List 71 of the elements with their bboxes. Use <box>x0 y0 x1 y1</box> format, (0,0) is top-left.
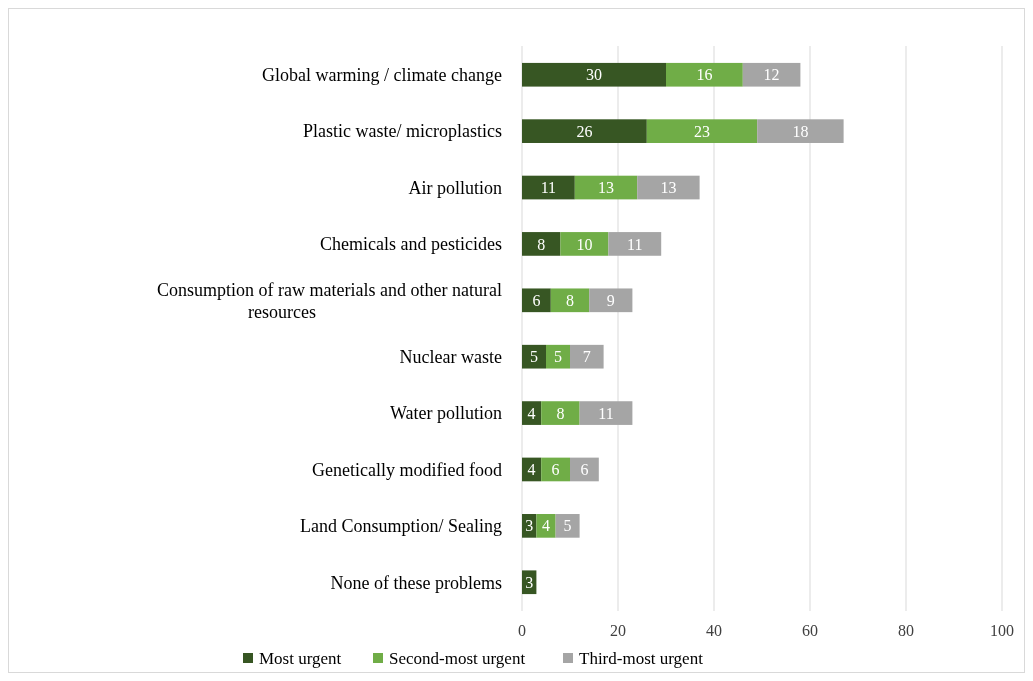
data-label: 8 <box>566 291 574 309</box>
y-tick-label: Genetically modified food <box>312 459 502 480</box>
data-label: 4 <box>527 461 536 479</box>
data-label: 7 <box>582 348 591 366</box>
data-label: 5 <box>530 348 538 366</box>
bar <box>522 119 647 143</box>
bar <box>522 288 551 313</box>
y-tick-label: Land Consumption/ Sealing <box>300 516 502 537</box>
data-label: 5 <box>563 517 572 535</box>
data-label: 4 <box>542 517 550 535</box>
data-label: 11 <box>540 179 557 197</box>
bar <box>522 175 575 200</box>
bar <box>574 175 638 200</box>
bar <box>757 119 844 143</box>
y-tick-label: None of these problems <box>330 572 502 593</box>
x-tick-label: 0 <box>518 621 526 639</box>
bar <box>541 457 570 482</box>
bar <box>522 62 666 87</box>
bar <box>742 62 801 87</box>
bar <box>560 232 609 256</box>
bar <box>570 344 604 369</box>
data-label: 6 <box>551 461 560 479</box>
data-label: 6 <box>580 461 589 479</box>
y-tick-label: Plastic waste/ microplastics <box>303 121 502 142</box>
data-label: 8 <box>556 404 565 422</box>
bar <box>546 344 570 369</box>
data-label: 3 <box>525 573 534 591</box>
data-label: 11 <box>627 235 643 253</box>
x-tick-label: 100 <box>990 621 1014 639</box>
data-label: 4 <box>527 404 536 422</box>
data-label: 8 <box>537 235 546 253</box>
bar <box>536 514 556 538</box>
y-tick-label: Global warming / climate change <box>262 65 502 86</box>
data-label: 18 <box>792 122 809 140</box>
x-tick-label: 80 <box>898 621 914 639</box>
bar <box>570 457 599 482</box>
legend-label: Second-most urgent <box>389 648 526 668</box>
bar <box>646 119 758 143</box>
data-label: 10 <box>576 235 593 253</box>
data-label: 12 <box>763 66 780 84</box>
bar <box>550 288 590 313</box>
legend-label: Third-most urgent <box>579 648 704 668</box>
x-tick-label: 40 <box>706 621 722 639</box>
data-label: 16 <box>696 66 713 84</box>
y-tick-label: Nuclear waste <box>399 346 502 367</box>
data-label: 6 <box>532 291 541 309</box>
bar <box>637 175 700 200</box>
bar <box>666 62 743 87</box>
y-tick-label: Air pollution <box>408 177 502 198</box>
bar <box>522 232 561 256</box>
bar <box>541 401 580 425</box>
data-label: 3 <box>525 517 534 535</box>
bar <box>579 401 633 425</box>
data-label: 30 <box>586 66 602 84</box>
bar <box>522 344 546 369</box>
bar <box>555 514 580 538</box>
data-label: 13 <box>660 179 677 197</box>
data-label: 26 <box>576 122 593 140</box>
data-label: 9 <box>606 291 615 309</box>
data-label: 23 <box>694 122 710 140</box>
data-label: 13 <box>598 179 614 197</box>
legend-label: Most urgent <box>259 648 342 668</box>
x-tick-label: 20 <box>610 621 626 639</box>
data-label: 5 <box>554 348 562 366</box>
data-label: 11 <box>598 404 614 422</box>
bar <box>589 288 633 313</box>
y-tick-label: Water pollution <box>389 403 502 424</box>
y-tick-label: Consumption of raw materials and other natural resources <box>157 279 502 322</box>
y-tick-label: Chemicals and pesticides <box>320 234 502 255</box>
x-tick-label: 60 <box>802 621 818 639</box>
bar <box>608 232 662 256</box>
